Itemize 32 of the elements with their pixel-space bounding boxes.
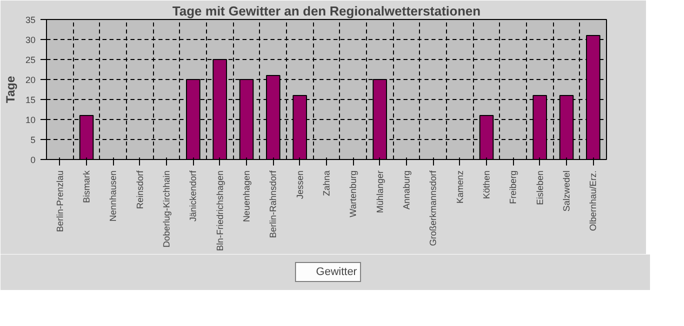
x-tick-label: Neuenhagen bbox=[242, 170, 252, 222]
x-tick-label: Bismark bbox=[82, 170, 92, 203]
y-tick-label: 10 bbox=[25, 115, 36, 125]
y-tick-label: 35 bbox=[25, 15, 36, 25]
x-tick-label: Kamenz bbox=[454, 170, 465, 204]
y-tick-label: 5 bbox=[30, 135, 36, 145]
x-tick-label: Freiberg bbox=[508, 170, 518, 204]
x-tick-label: Olbernhau/Erz. bbox=[588, 170, 598, 232]
x-tick-label: Bln-Friedrichshagen bbox=[214, 170, 225, 252]
x-tick-label: Berlin-Rahnsdorf bbox=[268, 170, 278, 238]
x-tick-label: Nennhausen bbox=[108, 170, 118, 222]
y-axis-title: Tage bbox=[3, 76, 18, 104]
x-tick-label: Eisleben bbox=[534, 170, 545, 206]
text: Gewitter bbox=[316, 266, 357, 278]
y-tick-label: 0 bbox=[30, 155, 36, 165]
x-tick-label: Wartenburg bbox=[348, 170, 358, 218]
chart-title: Tage mit Gewitter an den Regionalwetterstationen bbox=[172, 4, 481, 18]
x-tick-label: Jänickendorf bbox=[188, 170, 198, 222]
x-tick-label: Köthen bbox=[482, 170, 492, 200]
x-tick-label: Reinsdorf bbox=[134, 170, 145, 210]
y-tick-label: 30 bbox=[25, 35, 36, 45]
x-tick-label: Zahna bbox=[322, 170, 332, 196]
y-tick-label: 15 bbox=[25, 95, 36, 105]
x-tick-label: Berlin-Prenzlau bbox=[54, 170, 65, 232]
x-tick-label: Jessen bbox=[294, 170, 305, 200]
x-tick-label: Doberlug-Kirchhain bbox=[162, 170, 172, 248]
y-tick-label: 25 bbox=[25, 55, 36, 65]
x-tick-label: Großerkmannsdorf bbox=[428, 170, 438, 246]
x-tick-label: Annaburg bbox=[402, 170, 412, 210]
x-tick-label: Mühlanger bbox=[374, 170, 385, 214]
x-tick-label: Salzwedel bbox=[562, 170, 572, 212]
y-tick-label: 20 bbox=[25, 75, 36, 85]
